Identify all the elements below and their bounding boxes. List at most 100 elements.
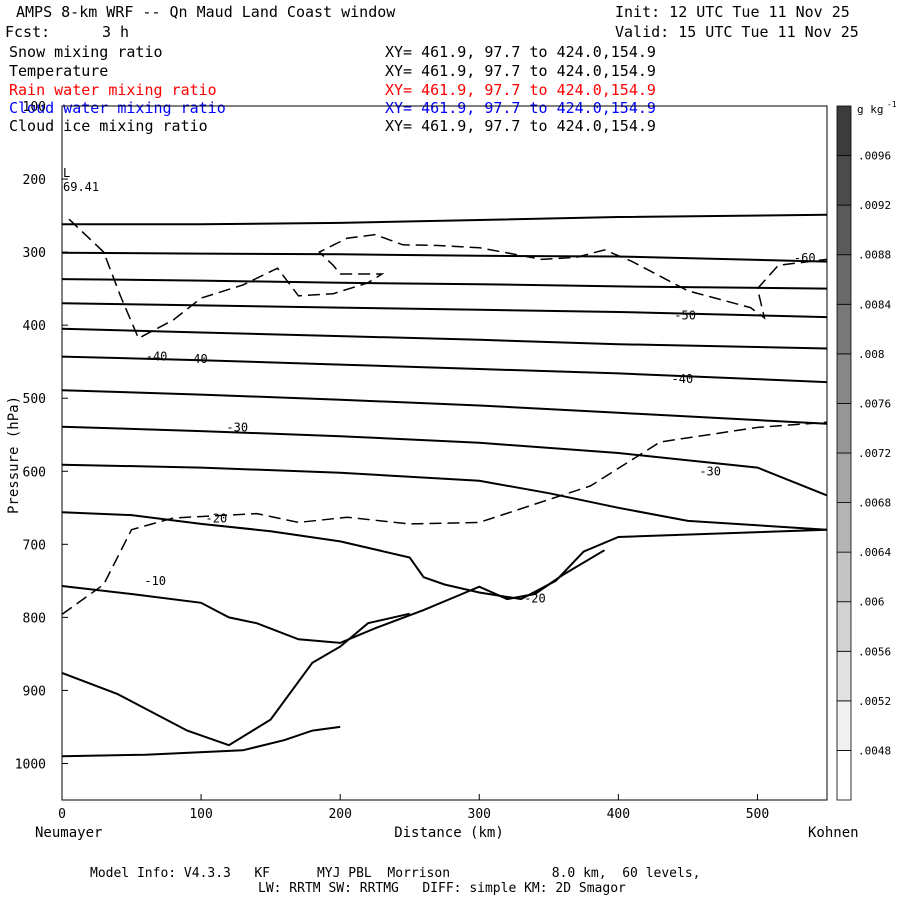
x-left-endpoint: Neumayer: [35, 825, 102, 841]
init-time: Init: 12 UTC Tue 11 Nov 25: [615, 3, 850, 21]
colorbar-swatch: [836, 105, 852, 156]
low-marker-value: 69.41: [63, 180, 99, 194]
isotherm-1: [61, 251, 828, 263]
contour-label: -20: [524, 591, 546, 605]
y-tick-label: 200: [23, 173, 46, 188]
contour-label: -30: [226, 420, 248, 434]
snow-ratio-contour-0: [68, 218, 828, 340]
isotherm-0: [62, 213, 828, 226]
colorbar-swatch: [836, 650, 852, 702]
x-tick-label: 300: [468, 807, 491, 822]
colorbar: .0048 .0052 .0056 .006 .0064 .0068 .0072 .0076.…: [836, 105, 891, 801]
y-tick-label: 100: [23, 100, 46, 115]
y-tick-label: 700: [23, 538, 46, 553]
field-xy-cloud-ice: XY= 461.9, 97.7 to 424.0,154.9: [385, 117, 656, 135]
x-tick-label: 100: [189, 807, 212, 822]
colorbar-label: .0084: [858, 298, 891, 311]
colorbar-label: .0064: [858, 546, 891, 559]
field-name-cloud-ice: Cloud ice mixing ratio: [9, 117, 208, 135]
x-tick-label: 0: [58, 807, 66, 822]
forecast-value: 3 h: [102, 23, 130, 41]
colorbar-swatch: [836, 502, 852, 553]
x-tick-label: 200: [328, 807, 351, 822]
colorbar-label: .0088: [858, 249, 891, 262]
colorbar-swatch: [836, 303, 852, 355]
colorbar-swatch: [836, 601, 852, 652]
field-name-rain: Rain water mixing ratio: [9, 81, 217, 99]
colorbar-swatch: [836, 254, 852, 305]
colorbar-swatch: [836, 155, 852, 206]
forecast-label: Fcst:: [5, 23, 51, 41]
colorbar-label: .008: [858, 348, 885, 361]
y-tick-label: 1000: [15, 757, 46, 772]
isotherm-2: [61, 278, 828, 290]
colorbar-unit-exponent: -1: [887, 100, 897, 109]
colorbar-label: .0096: [858, 150, 891, 163]
field-xy-cloud-water: XY= 461.9, 97.7 to 424.0,154.9: [385, 99, 656, 117]
colorbar-swatch: [836, 700, 852, 751]
field-name-temperature: Temperature: [9, 62, 109, 80]
snow-ratio-contour-1: [61, 421, 828, 616]
field-name-cloud-water: Cloud water mixing ratio: [9, 99, 226, 117]
colorbar-swatch: [836, 403, 852, 454]
contour-label: -40: [672, 372, 694, 386]
field-xy-rain: XY= 461.9, 97.7 to 424.0,154.9: [385, 81, 656, 99]
isotherm-7: [61, 425, 828, 497]
contour-labels: -60 -50 -40 -40 -40 -30 -30 -20 -20 -10: [144, 251, 815, 605]
model-info-line2: LW: RRTM SW: RRTMG DIFF: simple KM: 2D S…: [258, 881, 626, 896]
colorbar-swatch: [836, 750, 852, 801]
x-tick-label: 400: [607, 807, 630, 822]
isotherm-12: [61, 725, 341, 758]
colorbar-label: .0048: [858, 744, 891, 757]
y-tick-label: 300: [23, 246, 46, 261]
isotherm-3: [61, 302, 828, 319]
isotherm-6: [61, 389, 828, 425]
field-name-snow: Snow mixing ratio: [9, 43, 163, 61]
colorbar-label: .0092: [858, 199, 891, 212]
x-axis-label: Distance (km): [394, 825, 504, 841]
field-xy-temperature: XY= 461.9, 97.7 to 424.0,154.9: [385, 62, 656, 80]
plot-frame: [61, 105, 828, 801]
y-tick-label: 500: [23, 392, 46, 407]
field-xy-snow: XY= 461.9, 97.7 to 424.0,154.9: [385, 43, 656, 61]
colorbar-swatch: [836, 353, 852, 404]
colorbar-label: .0052: [858, 695, 891, 708]
colorbar-label: .0068: [858, 497, 891, 510]
model-info-line1: Model Info: V4.3.3 KF MYJ PBL Morrison 8…: [90, 866, 701, 881]
colorbar-label: .0076: [858, 397, 891, 410]
isotherm-11: [61, 612, 410, 747]
axis-ticks: 100 200 300 400 500 600 700 800 900 1000 0 100 200 30…: [15, 100, 770, 822]
y-axis-label: Pressure (hPa): [6, 396, 22, 514]
colorbar-label: .006: [858, 596, 885, 609]
y-tick-label: 900: [23, 684, 46, 699]
chart-title: AMPS 8-km WRF -- Qn Maud Land Coast wind…: [16, 3, 396, 21]
x-right-endpoint: Kohnen: [808, 825, 859, 841]
contour-label: -40: [146, 350, 168, 364]
valid-time: Valid: 15 UTC Tue 11 Nov 25: [615, 23, 859, 41]
colorbar-label: .0072: [858, 447, 891, 460]
low-marker-letter: L: [63, 166, 70, 180]
colorbar-label: .0056: [858, 645, 891, 658]
isotherm-9: [61, 511, 828, 601]
colorbar-swatch: [836, 551, 852, 603]
contour-label: -10: [144, 574, 166, 588]
contour-label: -30: [699, 464, 721, 478]
contour-label: -20: [206, 512, 228, 526]
isotherm-10: [61, 549, 606, 644]
y-tick-label: 600: [23, 465, 46, 480]
dashed-contour-group: [61, 218, 828, 616]
isotherm-group: [61, 213, 828, 758]
isotherm-4: [61, 327, 828, 350]
y-tick-label: 800: [23, 611, 46, 626]
colorbar-unit: g kg: [857, 103, 884, 116]
y-tick-label: 400: [23, 319, 46, 334]
contour-label: -40: [186, 352, 208, 366]
x-tick-label: 500: [746, 807, 769, 822]
contour-label: -60: [794, 251, 816, 265]
contour-label: -50: [674, 309, 696, 323]
colorbar-swatch: [836, 204, 852, 256]
isotherm-8: [61, 463, 828, 531]
colorbar-swatch: [836, 452, 852, 503]
isotherm-5: [61, 355, 828, 384]
